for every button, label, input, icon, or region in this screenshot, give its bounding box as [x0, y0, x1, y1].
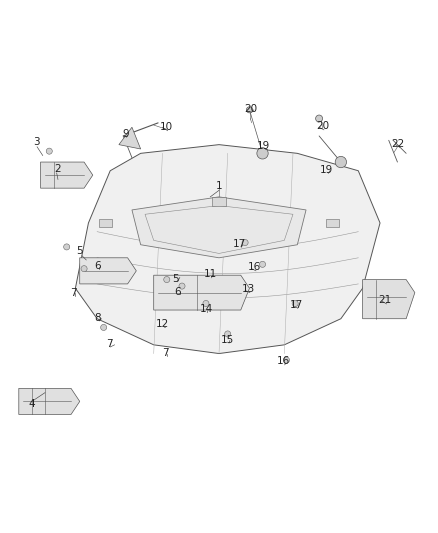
Circle shape: [46, 148, 52, 154]
Text: 7: 7: [106, 339, 113, 349]
Circle shape: [259, 261, 265, 268]
Circle shape: [81, 265, 87, 272]
Circle shape: [335, 156, 346, 168]
Text: 7: 7: [70, 288, 77, 298]
Text: 19: 19: [320, 165, 334, 175]
Text: 16: 16: [248, 262, 261, 272]
Circle shape: [225, 331, 231, 337]
Text: 10: 10: [160, 122, 173, 132]
Circle shape: [247, 107, 253, 113]
Circle shape: [292, 301, 298, 306]
PathPatch shape: [132, 197, 306, 258]
Circle shape: [316, 115, 322, 122]
Polygon shape: [80, 258, 136, 284]
Text: 9: 9: [122, 129, 129, 139]
Polygon shape: [19, 389, 80, 415]
Text: 14: 14: [199, 304, 212, 314]
Text: 2: 2: [55, 164, 61, 174]
Text: 8: 8: [94, 313, 100, 323]
Circle shape: [179, 283, 185, 289]
Polygon shape: [41, 162, 93, 188]
Text: 6: 6: [174, 287, 181, 297]
Text: 19: 19: [257, 141, 270, 150]
Text: 17: 17: [233, 239, 247, 249]
Text: 11: 11: [204, 269, 217, 279]
Polygon shape: [363, 279, 415, 319]
Text: 22: 22: [392, 139, 405, 149]
Circle shape: [164, 277, 170, 282]
Text: 21: 21: [378, 295, 392, 305]
Bar: [212, 197, 226, 206]
Circle shape: [283, 357, 290, 363]
Circle shape: [257, 148, 268, 159]
Circle shape: [101, 325, 107, 330]
Text: 17: 17: [290, 300, 303, 310]
Text: 1: 1: [215, 181, 223, 191]
Circle shape: [242, 239, 248, 246]
Circle shape: [203, 301, 209, 306]
Text: 7: 7: [162, 348, 169, 358]
Text: 16: 16: [277, 357, 290, 366]
Text: 6: 6: [94, 261, 100, 271]
Circle shape: [64, 244, 70, 250]
Text: 20: 20: [316, 122, 329, 131]
Text: 12: 12: [156, 319, 169, 329]
Text: 3: 3: [33, 138, 39, 148]
Text: 20: 20: [244, 104, 257, 114]
Polygon shape: [154, 275, 250, 310]
Text: 13: 13: [242, 284, 255, 294]
Text: 15: 15: [221, 335, 234, 345]
Text: 5: 5: [76, 246, 83, 256]
Bar: [325, 219, 339, 228]
PathPatch shape: [75, 144, 380, 353]
Bar: [99, 219, 113, 228]
Text: 4: 4: [28, 399, 35, 409]
Text: 5: 5: [172, 273, 179, 284]
Polygon shape: [119, 127, 141, 149]
